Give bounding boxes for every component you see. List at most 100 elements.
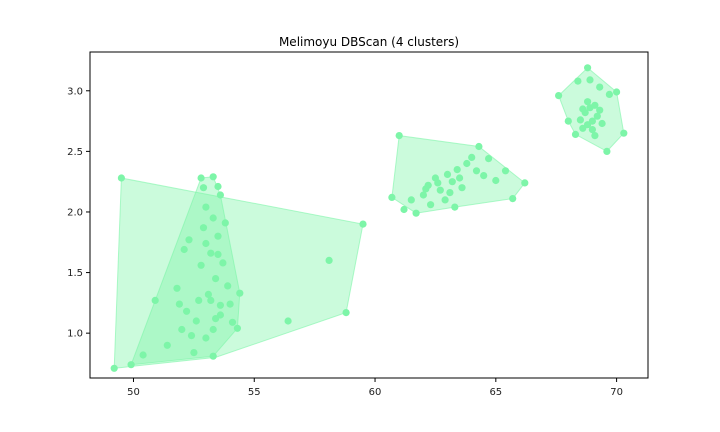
cluster-3-point-19 — [472, 167, 481, 175]
cluster-4-point-18 — [596, 106, 604, 114]
cluster-4-point-24 — [579, 105, 587, 113]
cluster-4-point-5 — [571, 130, 580, 138]
cluster-2-point-1 — [197, 174, 205, 182]
cluster-3-point-15 — [453, 166, 461, 174]
cluster-3-point-17 — [463, 159, 471, 168]
cluster-3-point-24 — [427, 201, 435, 209]
cluster-3-point-23 — [501, 167, 510, 175]
cluster-1-point-0 — [110, 364, 118, 372]
cluster-2-point-8 — [192, 317, 200, 325]
cluster-1-point-13 — [183, 307, 191, 315]
y-tick-label: 1.0 — [67, 329, 83, 340]
cluster-2-point-9 — [195, 296, 203, 304]
cluster-2-point-31 — [212, 315, 220, 323]
cluster-3-point-3 — [521, 179, 529, 187]
cluster-4-point-8 — [586, 76, 594, 84]
x-tick-label: 60 — [369, 387, 382, 398]
cluster-3-point-9 — [419, 191, 427, 199]
y-tick-label: 3.0 — [67, 86, 83, 97]
cluster-2-point-19 — [219, 259, 227, 267]
x-tick-label: 65 — [489, 387, 502, 398]
cluster-1-point-1 — [117, 174, 125, 182]
x-tick-label: 50 — [127, 387, 140, 398]
cluster-3-point-27 — [434, 179, 442, 187]
plot-frame — [89, 51, 649, 379]
cluster-2-point-29 — [187, 332, 196, 340]
cluster-3-point-8 — [407, 196, 415, 204]
cluster-3-point-25 — [441, 196, 449, 204]
cluster-3-point-7 — [400, 205, 408, 214]
cluster-2-point-25 — [214, 182, 222, 191]
cluster-2-point-18 — [216, 301, 224, 309]
cluster-3-point-1 — [395, 132, 403, 140]
cluster-2-point-20 — [221, 219, 229, 227]
cluster-3-point-6 — [412, 209, 420, 217]
cluster-3-point-20 — [480, 172, 488, 180]
cluster-2-point-33 — [214, 250, 222, 258]
cluster-2-point-2 — [209, 173, 217, 181]
cluster-2-point-22 — [226, 300, 234, 308]
cluster-3-point-18 — [468, 153, 476, 161]
cluster-4-point-23 — [591, 132, 599, 140]
y-tick-label: 2.5 — [67, 147, 83, 158]
cluster-2-point-27 — [209, 325, 217, 334]
y-axis: 1.0 1.5 2.0 2.5 3.0 — [67, 86, 90, 340]
cluster-3-point-26 — [446, 189, 454, 197]
cluster-4-point-1 — [584, 64, 592, 72]
cluster-2-point-32 — [207, 296, 215, 304]
cluster-3-point-21 — [485, 155, 493, 163]
cluster-4-point-20 — [588, 126, 597, 134]
cluster-4-point-7 — [574, 77, 582, 85]
cluster-1-point-4 — [325, 256, 333, 264]
cluster-3-point-12 — [436, 186, 444, 194]
cluster-2-point-10 — [197, 261, 205, 269]
cluster-2-point-17 — [214, 232, 222, 240]
cluster-4-point-13 — [588, 117, 597, 125]
cluster-1-point-5 — [284, 317, 292, 325]
cluster-4-point-9 — [596, 83, 604, 91]
cluster-2-point-12 — [202, 203, 210, 211]
cluster-3-point-14 — [448, 178, 456, 186]
data-points — [110, 64, 628, 372]
cluster-3-point-0 — [388, 193, 396, 201]
cluster-1-point-8 — [163, 341, 171, 349]
cluster-4-point-14 — [593, 112, 601, 120]
x-tick-label: 70 — [610, 387, 623, 398]
cluster-hulls — [113, 67, 625, 369]
cluster-2-point-6 — [209, 352, 217, 360]
chart-title: Melimoyu DBScan (4 clusters) — [279, 35, 459, 49]
cluster-2-point-13 — [204, 290, 212, 298]
cluster-4-point-19 — [576, 116, 585, 124]
cluster-3-point-22 — [492, 176, 500, 185]
cluster-1-point-11 — [178, 325, 186, 334]
cluster-2-point-23 — [228, 318, 237, 326]
x-tick-label: 55 — [248, 387, 261, 398]
cluster-1-point-2 — [359, 220, 367, 228]
cluster-2-point-7 — [190, 349, 198, 357]
cluster-2-point-5 — [233, 324, 241, 332]
cluster-2-point-15 — [209, 214, 217, 222]
cluster-1-point-12 — [180, 245, 188, 254]
cluster-2-point-14 — [207, 249, 215, 257]
cluster-1-point-7 — [151, 296, 159, 304]
cluster-1-point-10 — [175, 300, 183, 308]
cluster-2-point-0 — [127, 361, 135, 369]
cluster-4-point-17 — [591, 101, 599, 109]
cluster-1-point-3 — [342, 309, 350, 317]
x-axis: 50 55 60 65 70 — [127, 378, 623, 398]
y-tick-label: 1.5 — [67, 268, 83, 279]
cluster-4-point-10 — [605, 90, 614, 98]
cluster-4-point-21 — [598, 119, 606, 128]
cluster-4-point-3 — [620, 129, 628, 137]
cluster-2-point-30 — [202, 239, 210, 248]
cluster-2-point-21 — [224, 282, 232, 290]
y-tick-label: 2.0 — [67, 207, 83, 218]
cluster-2-point-24 — [199, 184, 208, 192]
cluster-3-point-29 — [456, 174, 464, 182]
cluster-3-point-2 — [475, 142, 483, 151]
cluster-1-hull — [113, 177, 364, 369]
cluster-1-point-6 — [139, 351, 147, 359]
cluster-2-point-4 — [236, 289, 244, 297]
cluster-4-point-4 — [603, 147, 611, 155]
